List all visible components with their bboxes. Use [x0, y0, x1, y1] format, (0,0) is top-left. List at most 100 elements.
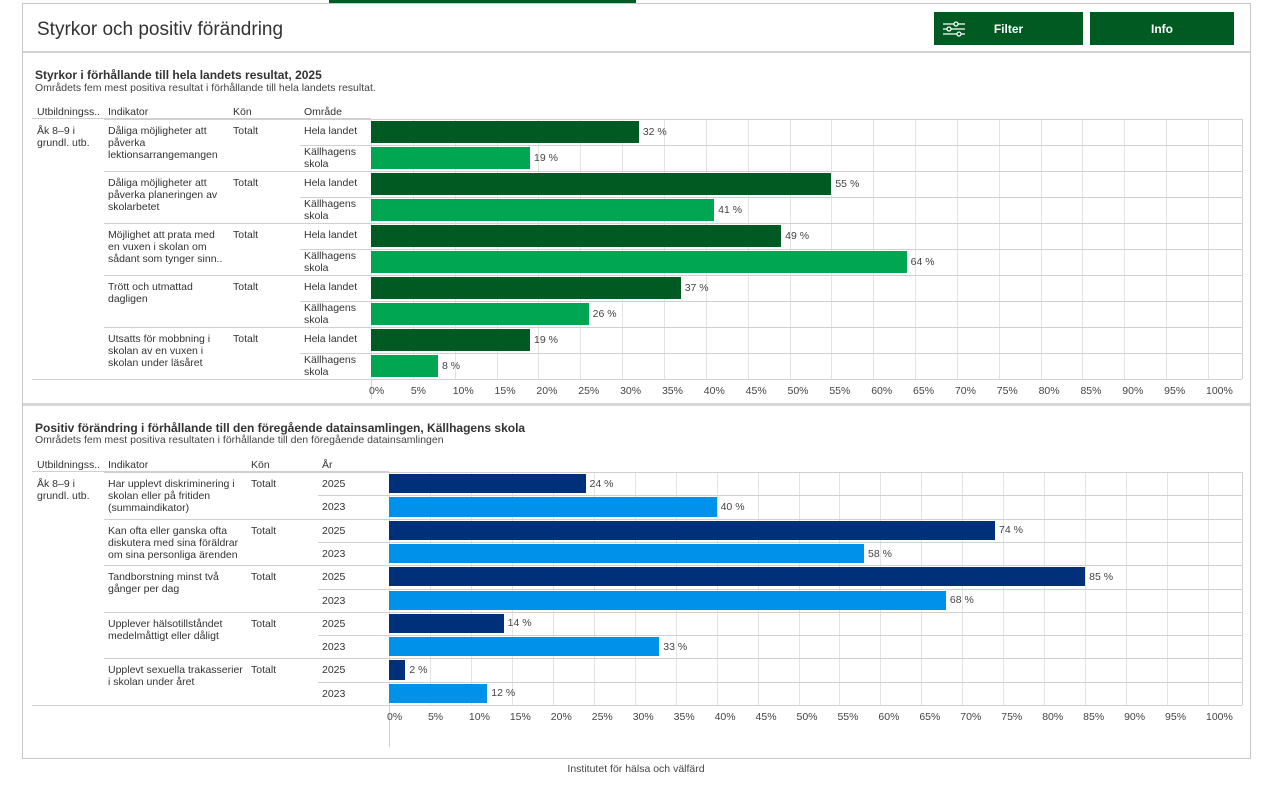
column-header: Indikator	[108, 459, 149, 471]
bar-value-label: 85 %	[1089, 570, 1114, 583]
group-label: Åk 8–9 i grundl. utb.	[37, 125, 90, 149]
bar[interactable]	[389, 474, 586, 494]
x-tick-label: 70%	[960, 711, 982, 723]
row-divider	[318, 588, 1242, 590]
gender-label: Totalt	[233, 177, 259, 189]
bar-value-label: 74 %	[999, 524, 1023, 537]
x-tick-label: 40%	[714, 711, 736, 723]
x-tick-label: 45%	[745, 385, 767, 397]
column-header: Utbildningss..	[37, 459, 101, 471]
gender-label: Totalt	[251, 617, 277, 630]
series-label: Hela landet	[304, 125, 358, 137]
bar-value-label: 41 %	[718, 204, 743, 216]
axis-line	[371, 379, 372, 399]
series-label: 2025	[322, 664, 346, 677]
series-label: Källhagens skola	[304, 250, 356, 274]
x-tick-label: 50%	[796, 711, 818, 723]
bar-value-label: 14 %	[507, 617, 532, 630]
bar[interactable]	[389, 683, 488, 703]
bar[interactable]	[371, 277, 681, 299]
column-header: År	[322, 459, 333, 471]
bar[interactable]	[371, 303, 589, 325]
x-tick-label: 85%	[1080, 385, 1102, 397]
bar[interactable]	[371, 173, 832, 195]
series-label: Hela landet	[304, 333, 358, 345]
header: Styrkor och positiv förändring Filter In…	[23, 4, 1250, 53]
x-tick-label: 80%	[1042, 711, 1064, 723]
gender-label: Totalt	[251, 571, 277, 584]
chart2-subtitle: Områdets fem mest positiva resultaten i …	[35, 434, 444, 446]
x-tick-label: 30%	[620, 385, 642, 397]
bar-value-label: 8 %	[441, 360, 461, 372]
indicator-label: Trött och utmattad dagligen	[108, 281, 193, 305]
active-tab-indicator	[329, 0, 636, 3]
row-divider	[104, 275, 1242, 276]
series-label: Hela landet	[304, 281, 358, 293]
row-divider	[318, 635, 1242, 637]
info-button-label: Info	[1151, 21, 1173, 36]
series-label: 2023	[322, 501, 346, 514]
bar[interactable]	[371, 251, 907, 273]
bar[interactable]	[371, 329, 531, 351]
series-label: 2025	[322, 478, 346, 490]
x-tick-label: 5%	[410, 385, 427, 397]
row-divider	[104, 658, 1242, 660]
row-divider	[104, 171, 1242, 172]
bar[interactable]	[389, 497, 717, 517]
group-label: Åk 8–9 i grundl. utb.	[37, 478, 90, 502]
x-tick-label: 100%	[1206, 385, 1233, 397]
bar[interactable]	[389, 567, 1086, 587]
row-divider	[104, 565, 1242, 567]
indicator-label: Upplever hälsotillståndet medelmåttigt e…	[108, 617, 223, 642]
filter-button[interactable]: Filter	[934, 12, 1083, 45]
gender-label: Totalt	[233, 229, 259, 241]
bar[interactable]	[389, 637, 660, 657]
bar[interactable]	[389, 613, 504, 634]
series-label: 2025	[322, 617, 346, 630]
x-tick-label: 75%	[1001, 711, 1023, 723]
bar[interactable]	[371, 199, 715, 221]
bar-value-label: 26 %	[592, 308, 617, 320]
sliders-icon	[943, 21, 965, 37]
bar[interactable]	[371, 355, 438, 377]
footer-text: Institutet för hälsa och välfärd	[567, 763, 705, 775]
series-label: 2023	[322, 594, 346, 607]
section-divider	[23, 403, 1250, 406]
bar[interactable]	[389, 543, 865, 564]
row-divider	[300, 145, 1242, 146]
bar-value-label: 33 %	[663, 640, 688, 653]
row-divider	[104, 119, 1242, 120]
header-divider	[32, 118, 371, 119]
bar[interactable]	[389, 590, 946, 610]
plot-right-border	[1242, 472, 1243, 705]
indicator-label: Tandborstning minst två gånger per dag	[108, 571, 219, 596]
bar-value-label: 32 %	[642, 126, 667, 138]
bar[interactable]	[371, 147, 531, 169]
row-divider	[300, 249, 1242, 250]
x-tick-label: 15%	[494, 385, 516, 397]
row-divider	[318, 541, 1242, 543]
x-tick-label: 0%	[387, 711, 403, 723]
bar-value-label: 24 %	[589, 477, 614, 490]
x-tick-label: 70%	[954, 385, 976, 397]
x-tick-label: 20%	[550, 711, 572, 723]
bar[interactable]	[389, 520, 996, 540]
series-label: 2023	[322, 687, 346, 700]
bar[interactable]	[371, 121, 639, 143]
row-divider	[300, 353, 1242, 354]
x-tick-label: 95%	[1165, 711, 1187, 723]
bar[interactable]	[389, 660, 406, 680]
bar-value-label: 68 %	[949, 594, 974, 607]
x-tick-label: 35%	[661, 385, 683, 397]
x-tick-label: 100%	[1206, 711, 1233, 723]
bar[interactable]	[371, 225, 782, 247]
x-tick-label: 75%	[996, 385, 1018, 397]
row-divider	[300, 197, 1242, 198]
indicator-label: Utsatts för mobbning i skolan av en vuxe…	[108, 333, 211, 369]
column-header: Område	[304, 106, 342, 118]
series-label: 2025	[322, 524, 346, 537]
x-tick-label: 90%	[1124, 711, 1146, 723]
row-divider	[318, 495, 1242, 497]
indicator-label: Dåliga möjligheter att påverka lektionsa…	[108, 125, 218, 161]
info-button[interactable]: Info	[1090, 12, 1234, 45]
